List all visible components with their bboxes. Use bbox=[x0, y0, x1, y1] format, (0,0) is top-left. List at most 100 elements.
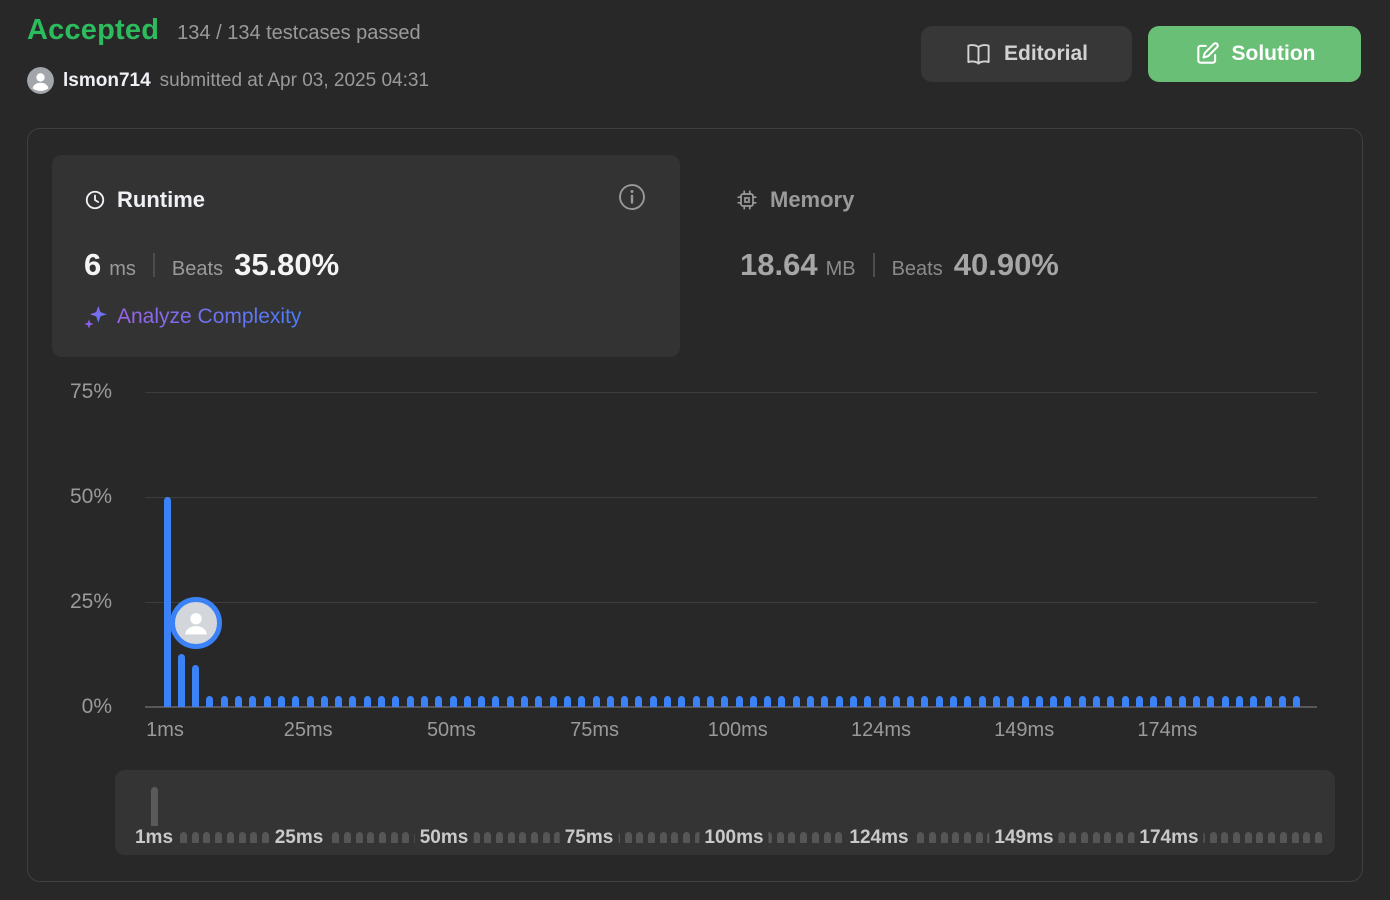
histogram-bar[interactable] bbox=[1164, 696, 1172, 707]
histogram-bar[interactable] bbox=[1236, 696, 1243, 707]
analyze-complexity-label: Analyze Complexity bbox=[117, 304, 302, 328]
histogram-bar[interactable] bbox=[1293, 696, 1301, 707]
histogram-bar[interactable] bbox=[177, 653, 185, 707]
memory-panel[interactable]: Memory bbox=[735, 187, 854, 213]
histogram-bar[interactable] bbox=[1278, 696, 1286, 707]
histogram-bar[interactable] bbox=[1264, 696, 1272, 707]
distribution-minimap-scrubber[interactable]: 1ms 25ms 50ms 75ms 100ms 124ms 149ms 174ms bbox=[115, 770, 1335, 855]
user-avatar[interactable] bbox=[27, 67, 54, 94]
histogram-bar[interactable] bbox=[1135, 696, 1143, 707]
minimap-dot bbox=[1080, 832, 1088, 843]
user-result-marker bbox=[169, 597, 222, 649]
histogram-bar[interactable] bbox=[764, 696, 772, 707]
histogram-bar[interactable] bbox=[320, 696, 328, 707]
histogram-bar[interactable] bbox=[292, 696, 300, 707]
histogram-bar[interactable] bbox=[163, 497, 171, 707]
histogram-bar[interactable] bbox=[406, 696, 414, 707]
histogram-bar[interactable] bbox=[535, 696, 543, 707]
info-icon[interactable] bbox=[617, 182, 647, 212]
runtime-stats: 6 ms Beats 35.80% bbox=[84, 247, 339, 283]
histogram-bar[interactable] bbox=[1121, 696, 1129, 707]
histogram-bar[interactable] bbox=[1250, 696, 1258, 707]
histogram-bar[interactable] bbox=[1035, 696, 1043, 707]
minimap-dot bbox=[1256, 832, 1264, 843]
histogram-bar[interactable] bbox=[1093, 696, 1100, 707]
username[interactable]: lsmon714 bbox=[63, 69, 151, 91]
histogram-bar[interactable] bbox=[592, 696, 600, 707]
histogram-bar[interactable] bbox=[506, 696, 514, 707]
histogram-bar[interactable] bbox=[306, 696, 314, 707]
histogram-bar[interactable] bbox=[1007, 696, 1015, 707]
histogram-bar[interactable] bbox=[378, 696, 385, 707]
histogram-bar[interactable] bbox=[420, 696, 428, 707]
histogram-bar[interactable] bbox=[678, 696, 686, 707]
histogram-bar[interactable] bbox=[263, 696, 271, 707]
histogram-bar[interactable] bbox=[363, 696, 371, 707]
histogram-bar[interactable] bbox=[606, 696, 614, 707]
histogram-bar[interactable] bbox=[1078, 696, 1086, 707]
histogram-bar[interactable] bbox=[1107, 696, 1115, 707]
histogram-bar[interactable] bbox=[578, 696, 586, 707]
minimap-dot bbox=[238, 832, 246, 843]
histogram-bar[interactable] bbox=[449, 696, 457, 707]
histogram-bar[interactable] bbox=[835, 696, 843, 707]
histogram-bar[interactable] bbox=[635, 696, 643, 707]
histogram-bar[interactable] bbox=[735, 696, 743, 707]
histogram-bar[interactable] bbox=[1178, 696, 1186, 707]
histogram-bar[interactable] bbox=[392, 696, 400, 707]
histogram-bar[interactable] bbox=[1064, 696, 1072, 707]
histogram-bar[interactable] bbox=[878, 696, 886, 707]
histogram-bar[interactable] bbox=[992, 696, 1000, 707]
histogram-bar[interactable] bbox=[1150, 696, 1158, 707]
histogram-bar[interactable] bbox=[463, 696, 471, 707]
analyze-complexity-link[interactable]: Analyze Complexity bbox=[82, 303, 301, 330]
histogram-bar[interactable] bbox=[921, 696, 929, 707]
histogram-bar[interactable] bbox=[521, 696, 528, 707]
histogram-bar[interactable] bbox=[1050, 696, 1058, 707]
histogram-bar[interactable] bbox=[492, 696, 500, 707]
histogram-bar[interactable] bbox=[792, 696, 800, 707]
histogram-bar[interactable] bbox=[1193, 696, 1201, 707]
runtime-panel[interactable]: Runtime 6 ms Beats 35.80% Analyze Comple… bbox=[52, 155, 680, 357]
histogram-bar[interactable] bbox=[849, 696, 857, 707]
histogram-bar[interactable] bbox=[220, 696, 228, 707]
histogram-bar[interactable] bbox=[621, 696, 629, 707]
minimap-dot bbox=[636, 832, 644, 843]
histogram-bar[interactable] bbox=[964, 696, 972, 707]
histogram-bar[interactable] bbox=[235, 696, 242, 707]
histogram-bar[interactable] bbox=[1021, 696, 1029, 707]
histogram-bar[interactable] bbox=[1207, 696, 1215, 707]
editorial-button[interactable]: Editorial bbox=[921, 26, 1132, 82]
minimap-dot bbox=[1209, 832, 1217, 843]
histogram-bar[interactable] bbox=[563, 696, 571, 707]
histogram-bar[interactable] bbox=[206, 696, 214, 707]
x-tick-label: 174ms bbox=[1137, 719, 1198, 741]
histogram-bar[interactable] bbox=[692, 696, 700, 707]
histogram-bar[interactable] bbox=[277, 696, 285, 707]
histogram-bar[interactable] bbox=[978, 696, 986, 707]
histogram-bar[interactable] bbox=[435, 696, 443, 707]
histogram-bar[interactable] bbox=[864, 696, 872, 707]
minimap-dot bbox=[835, 832, 843, 843]
histogram-bar[interactable] bbox=[721, 696, 729, 707]
histogram-bar[interactable] bbox=[478, 696, 486, 707]
histogram-bar[interactable] bbox=[706, 696, 714, 707]
solution-button[interactable]: Solution bbox=[1148, 26, 1361, 82]
histogram-bar[interactable] bbox=[907, 696, 915, 707]
histogram-bar[interactable] bbox=[821, 696, 829, 707]
histogram-bar[interactable] bbox=[892, 696, 900, 707]
histogram-bar[interactable] bbox=[549, 696, 557, 707]
memory-value: 18.64 bbox=[740, 247, 818, 282]
histogram-bar[interactable] bbox=[649, 696, 657, 707]
histogram-bar[interactable] bbox=[778, 696, 786, 707]
histogram-bar[interactable] bbox=[749, 696, 757, 707]
histogram-bar[interactable] bbox=[349, 696, 357, 707]
histogram-bar[interactable] bbox=[249, 696, 257, 707]
histogram-bar[interactable] bbox=[664, 696, 671, 707]
histogram-bar[interactable] bbox=[935, 696, 943, 707]
histogram-bar[interactable] bbox=[807, 696, 814, 707]
histogram-bar[interactable] bbox=[950, 696, 957, 707]
histogram-bar[interactable] bbox=[192, 665, 200, 707]
histogram-bar[interactable] bbox=[335, 696, 343, 707]
histogram-bar[interactable] bbox=[1221, 696, 1229, 707]
